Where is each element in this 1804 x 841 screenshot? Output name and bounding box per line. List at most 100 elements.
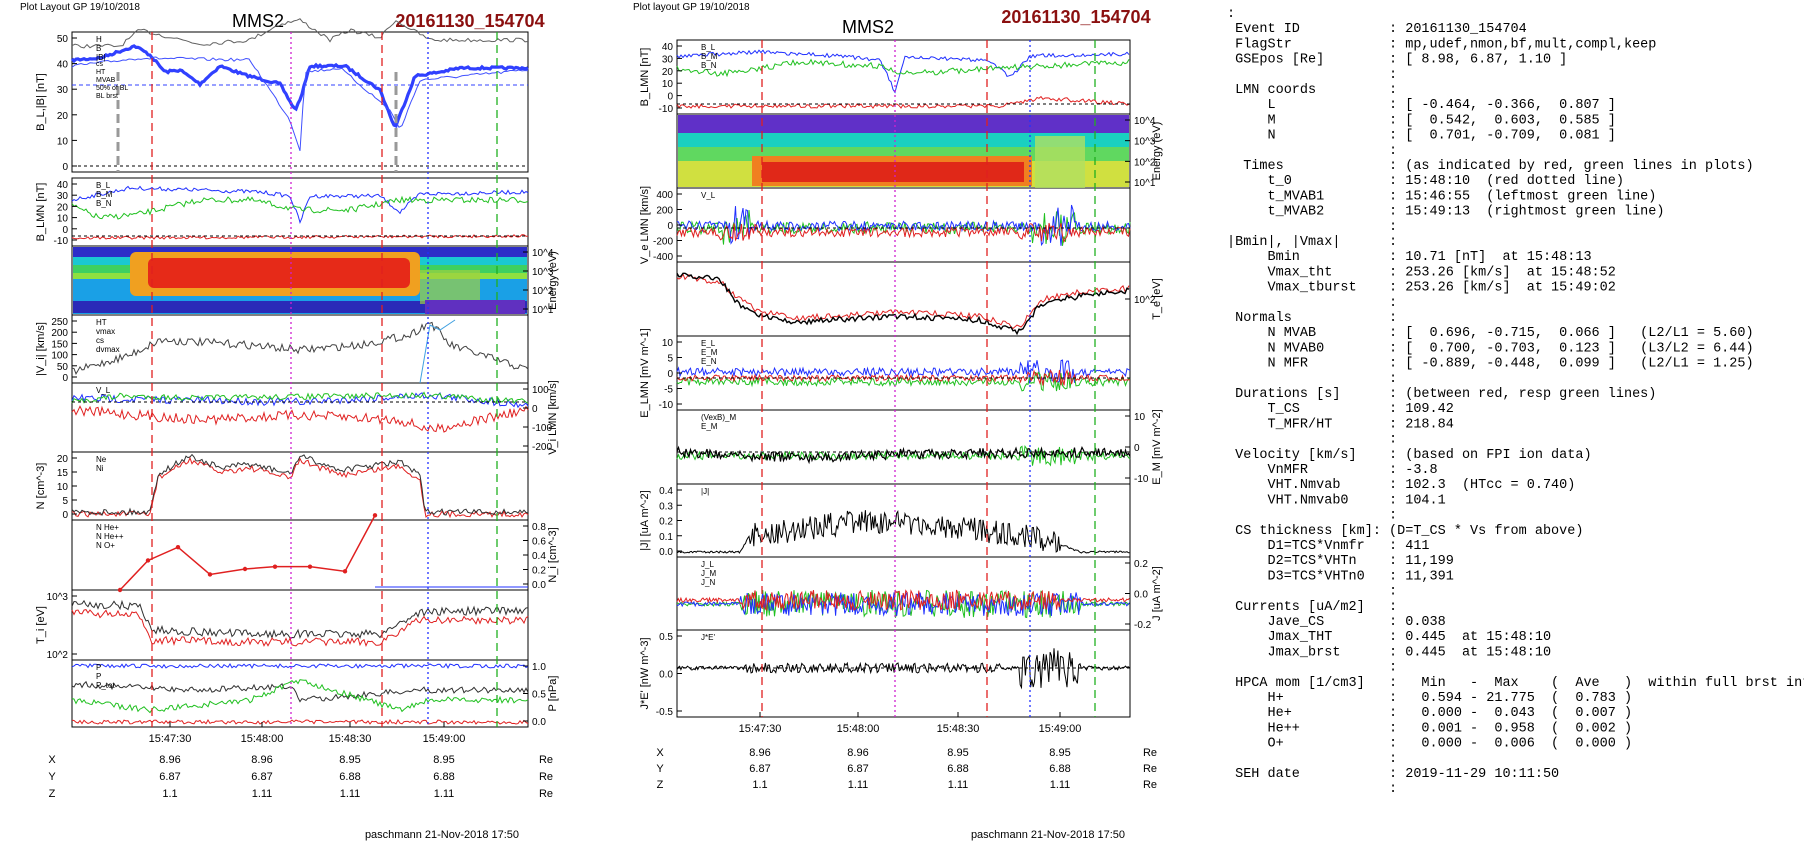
right-ytick-label: -5 [664, 385, 673, 396]
left-legend-extra: cs [96, 61, 104, 68]
left-legend-label: V_L [96, 386, 111, 395]
right-ytick-label: 0 [667, 221, 673, 232]
right-legend-label: B_N [701, 61, 717, 70]
left-ytick-label: 150 [51, 339, 68, 350]
info-text-line: VnMFR : -3.8 [1227, 463, 1438, 478]
right-ytick-label: 0.0 [659, 670, 673, 681]
right-pos-value: 6.88 [947, 763, 968, 775]
right-pos-value: 8.96 [847, 747, 868, 759]
left-ytick-label: 20 [57, 202, 69, 213]
left-Ti-par [71, 599, 529, 640]
right-ytick-label: -10 [659, 104, 674, 115]
left-ytick-label: 20 [57, 111, 69, 122]
left-panel-frame [71, 589, 529, 661]
left-ytick-label: 0 [62, 162, 68, 173]
right-ylabel: |J| [uA m^-2] [639, 490, 651, 550]
left-legend-label: Ne [96, 455, 107, 464]
left-pos-unit: Re [539, 771, 553, 783]
left-pos-value: 8.95 [339, 754, 360, 766]
right-pos-value: 6.87 [847, 763, 868, 775]
ion-spectrogram-band [73, 301, 527, 313]
left-legend-label: P [96, 663, 101, 672]
right-VeLMN-M [676, 222, 1131, 244]
right-ytick-label: 40 [662, 42, 674, 53]
left-legend-label: HT [96, 318, 107, 327]
right-ytick-label: 0.2 [1134, 559, 1148, 570]
info-text-line: D1=TCS*Vnmfr : 411 [1227, 539, 1430, 554]
right-event-title: 20161130_154704 [1001, 7, 1150, 27]
right-ytick-label: 0.0 [659, 547, 673, 558]
info-text-line: Currents [uA/m2] : [1227, 600, 1397, 615]
right-legend-label: E_M [701, 422, 718, 431]
right-panel-frame [676, 261, 1131, 337]
right-ytick-label: 0.2 [659, 517, 673, 528]
left-pos-row-name: Y [48, 771, 56, 783]
left-time-tick-label: 15:48:30 [329, 733, 372, 745]
left-ytick-label: 0.6 [532, 537, 546, 548]
left-legend-label: Ni [96, 464, 104, 473]
right-pos-value: 8.96 [749, 747, 770, 759]
info-text-line: |Bmin|, |Vmax| : [1227, 235, 1397, 250]
left-BL-series [70, 44, 529, 129]
left-legend-extra: HT [96, 69, 106, 76]
left-legend-label: P [96, 672, 101, 681]
left-ylabel: B_LMN [nT] [35, 183, 47, 242]
info-text-line: GSEpos [Re] : [ 8.98, 6.87, 1.10 ] [1227, 53, 1567, 68]
info-text-line: D3=TCS*VHTn0 : 11,391 [1227, 569, 1454, 584]
left-pos-value: 6.88 [433, 771, 454, 783]
left-Nhepp-point [372, 513, 378, 518]
left-ytick-label: 10^1 [532, 305, 554, 316]
right-footer: paschmann 21-Nov-2018 17:50 [971, 829, 1125, 841]
right-ytick-label: 10 [662, 338, 674, 349]
left-Vi-magnitude [71, 321, 529, 375]
right-ylabel: T_e [eV] [1151, 278, 1163, 320]
right-ytick-label: 0 [667, 369, 673, 380]
left-pos-value: 1.11 [252, 788, 273, 800]
info-text-line: Jave_CS : 0.038 [1227, 615, 1446, 630]
right-pos-unit: Re [1143, 779, 1157, 791]
electron-spectrogram-band [678, 133, 1129, 147]
left-ylabel: N_i [cm^-3] [547, 527, 559, 582]
left-time-tick-label: 15:49:00 [423, 733, 466, 745]
left-Btot-series [71, 18, 529, 49]
left-legend-label: N He++ [96, 532, 124, 541]
info-text-line: Vmax_tht : 253.26 [km/s] at 15:48:52 [1227, 265, 1616, 280]
left-legend-label: N He+ [96, 523, 119, 532]
left-P-B [71, 663, 529, 669]
left-ytick-label: 1.0 [532, 662, 546, 673]
left-ylabel: |V_i| [km/s] [35, 322, 47, 376]
left-ytick-label: 15 [57, 468, 69, 479]
info-text-line: D2=TCS*VHTn : 11,199 [1227, 554, 1454, 569]
left-pos-value: 8.95 [433, 754, 454, 766]
left-ytick-label: 100 [51, 351, 68, 362]
left-ytick-label: 50 [57, 362, 69, 373]
right-ylabel: E_LMN [mV m^-1] [639, 328, 651, 418]
ion-spectrogram-boundary-region [420, 270, 480, 304]
right-legend-label: J_L [701, 560, 714, 569]
info-text-line: Event ID : 20161130_154704 [1227, 22, 1527, 37]
left-ViLMN-N [71, 391, 529, 404]
right-Te-par [676, 272, 1130, 336]
info-text-line: : [1227, 68, 1397, 83]
left-Nhepp-point [117, 587, 123, 593]
right-ylabel: Energy (eV) [1151, 122, 1163, 181]
right-legend-label: J*E' [701, 633, 715, 642]
left-legend-label: dvmax [96, 345, 120, 354]
right-J-magnitude [676, 509, 1130, 554]
left-legend-extra: 50% of BL [96, 85, 128, 92]
left-legend-extra: MVAB [96, 77, 116, 84]
left-ytick-label: 0 [62, 373, 68, 384]
electron-spectrogram-peak [762, 162, 1024, 182]
info-text-line: t_MVAB2 : 15:49:13 (rightmost green line… [1227, 205, 1664, 220]
right-ytick-label: 5 [667, 354, 673, 365]
left-Nhepp-line [119, 514, 376, 591]
left-ytick-label: -10 [54, 236, 69, 247]
right-ytick-label: -0.2 [1134, 620, 1152, 631]
left-ytick-label: 0 [62, 510, 68, 521]
info-text-line: : [1227, 782, 1397, 797]
right-BLMN-M [676, 58, 1130, 78]
info-text-line: N : [ 0.701, -0.709, 0.081 ] [1227, 129, 1616, 144]
info-text-line: VHT.Nmvab : 102.3 (HTcc = 0.740) [1227, 478, 1575, 493]
info-text-line: H+ : 0.594 - 21.775 ( 0.783 ) [1227, 691, 1632, 706]
